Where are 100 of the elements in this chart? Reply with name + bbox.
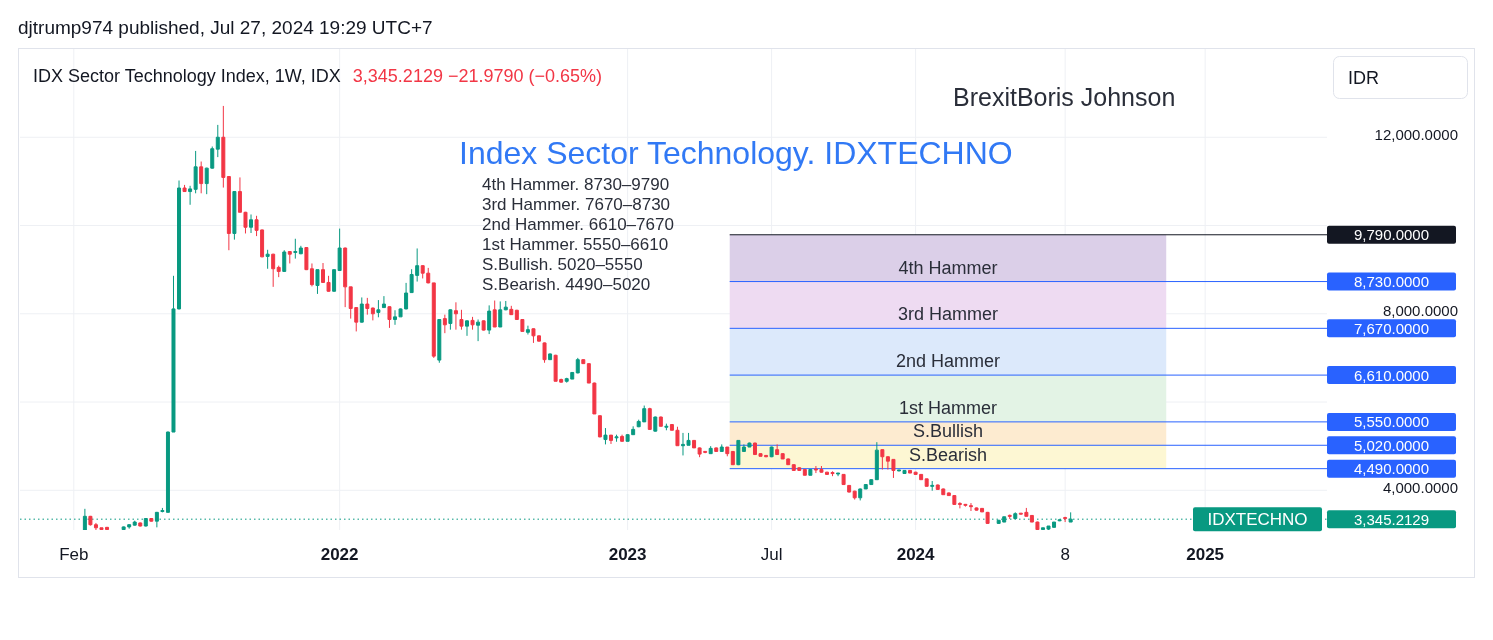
candlestick (930, 480, 935, 492)
ref-line-label: 9,790.0000 (1353, 226, 1430, 244)
y-tick-label: 8,000.0000 (1382, 302, 1458, 320)
candlestick (503, 300, 508, 311)
candlestick (847, 484, 852, 493)
candlestick (265, 249, 270, 270)
band-label: 2nd Hammer (895, 351, 1000, 372)
candlestick (226, 175, 231, 251)
candlestick (315, 269, 320, 295)
candlestick (476, 319, 481, 342)
candlestick (858, 488, 863, 501)
candlestick (82, 508, 87, 530)
x-tick-label: 2025 (1186, 544, 1225, 564)
band-label: 1st Hammer (898, 397, 997, 418)
candlestick (182, 184, 187, 193)
candlestick (597, 414, 602, 438)
ref-line-label: 5,020.0000 (1353, 436, 1430, 454)
candlestick (614, 434, 619, 443)
candlestick (542, 341, 547, 364)
band-label: 4th Hammer (898, 257, 998, 278)
candlestick (581, 358, 586, 365)
annotation: S.Bearish. 4490–5020 (482, 274, 651, 294)
candlestick (199, 161, 204, 194)
candlestick (370, 307, 375, 321)
candlestick (498, 300, 503, 328)
candlestick (298, 245, 303, 255)
candlestick (459, 309, 464, 331)
x-tick-label: 2022 (320, 544, 359, 564)
annotation: 2nd Hammer. 6610–7670 (482, 214, 674, 234)
candlestick (924, 478, 929, 487)
candlestick (719, 443, 724, 452)
annotation: 3rd Hammer. 7670–8730 (482, 194, 671, 214)
candlestick (492, 300, 497, 328)
text: IDXTECHNO (1207, 509, 1308, 529)
candlestick (1063, 516, 1068, 523)
candlestick (359, 296, 364, 324)
candlestick (852, 490, 857, 501)
candlestick (232, 190, 237, 241)
candlestick (575, 357, 580, 374)
candlestick (708, 445, 713, 455)
x-tick-label: 8 (1060, 544, 1070, 564)
annotation: BrexitBoris Johnson (953, 83, 1176, 111)
y-axis-title: IDR (1348, 67, 1379, 88)
annotation: S.Bullish. 5020–5550 (482, 254, 643, 274)
candlestick (730, 450, 735, 466)
ref-line-label: 8,730.0000 (1353, 273, 1430, 291)
candlestick (387, 305, 392, 329)
candlestick (841, 473, 846, 486)
candlestick (769, 446, 774, 458)
annotation: Index Sector Technology. IDXTECHNO (459, 135, 1013, 171)
candlestick (437, 319, 442, 364)
ref-line-label: 4,490.0000 (1353, 460, 1430, 478)
candlestick (609, 434, 613, 445)
x-tick-label: 2023 (608, 544, 647, 564)
candlestick (664, 423, 669, 431)
candlestick (653, 416, 658, 433)
candlestick (775, 443, 780, 456)
candlestick (620, 434, 625, 443)
candlestick (874, 441, 879, 481)
candlestick (381, 295, 386, 309)
candlestick (836, 472, 841, 477)
candlestick (343, 247, 348, 308)
ref-line-label: 6,610.0000 (1353, 366, 1430, 384)
candlestick (481, 319, 486, 332)
candlestick (365, 297, 370, 316)
candlestick (215, 124, 220, 158)
candlestick (442, 314, 447, 334)
candlestick (271, 253, 276, 288)
candlestick (431, 282, 436, 359)
candlestick (487, 304, 492, 335)
annotation: 1st Hammer. 5550–6610 (482, 234, 669, 254)
candlestick (808, 468, 813, 476)
x-tick-label: Feb (59, 544, 89, 564)
text: djtrump974 published, Jul 27, 2024 19:29 UTC+7 (18, 16, 433, 38)
candlestick (376, 299, 381, 318)
text: 3,345.2129 −21.9790 (−0.65%) (352, 66, 603, 86)
candlestick (282, 249, 287, 273)
candlestick (221, 105, 226, 189)
annotation: 4th Hammer. 8730–9790 (482, 174, 670, 194)
candlestick (525, 325, 530, 336)
x-tick-label: 2024 (896, 544, 936, 564)
candlestick (647, 407, 652, 431)
candlestick (276, 265, 281, 278)
candlestick (509, 305, 514, 316)
candlestick (603, 427, 608, 445)
candlestick (802, 468, 807, 476)
candlestick (293, 238, 298, 260)
y-tick-label: 4,000.0000 (1382, 478, 1458, 496)
ref-line-label: 3,345.2129 (1353, 510, 1430, 528)
band-label: S.Bearish (908, 444, 987, 465)
candlestick (287, 250, 292, 264)
candlestick (658, 416, 663, 427)
text: IDX Sector Technology Index, 1W, IDX (33, 66, 341, 86)
candlestick (138, 522, 143, 527)
candlestick (465, 319, 469, 337)
ref-line-label: 7,670.0000 (1353, 319, 1430, 337)
candlestick (149, 517, 154, 523)
candlestick (453, 301, 458, 331)
ref-line-label: 5,550.0000 (1353, 413, 1430, 431)
candlestick (725, 446, 730, 457)
